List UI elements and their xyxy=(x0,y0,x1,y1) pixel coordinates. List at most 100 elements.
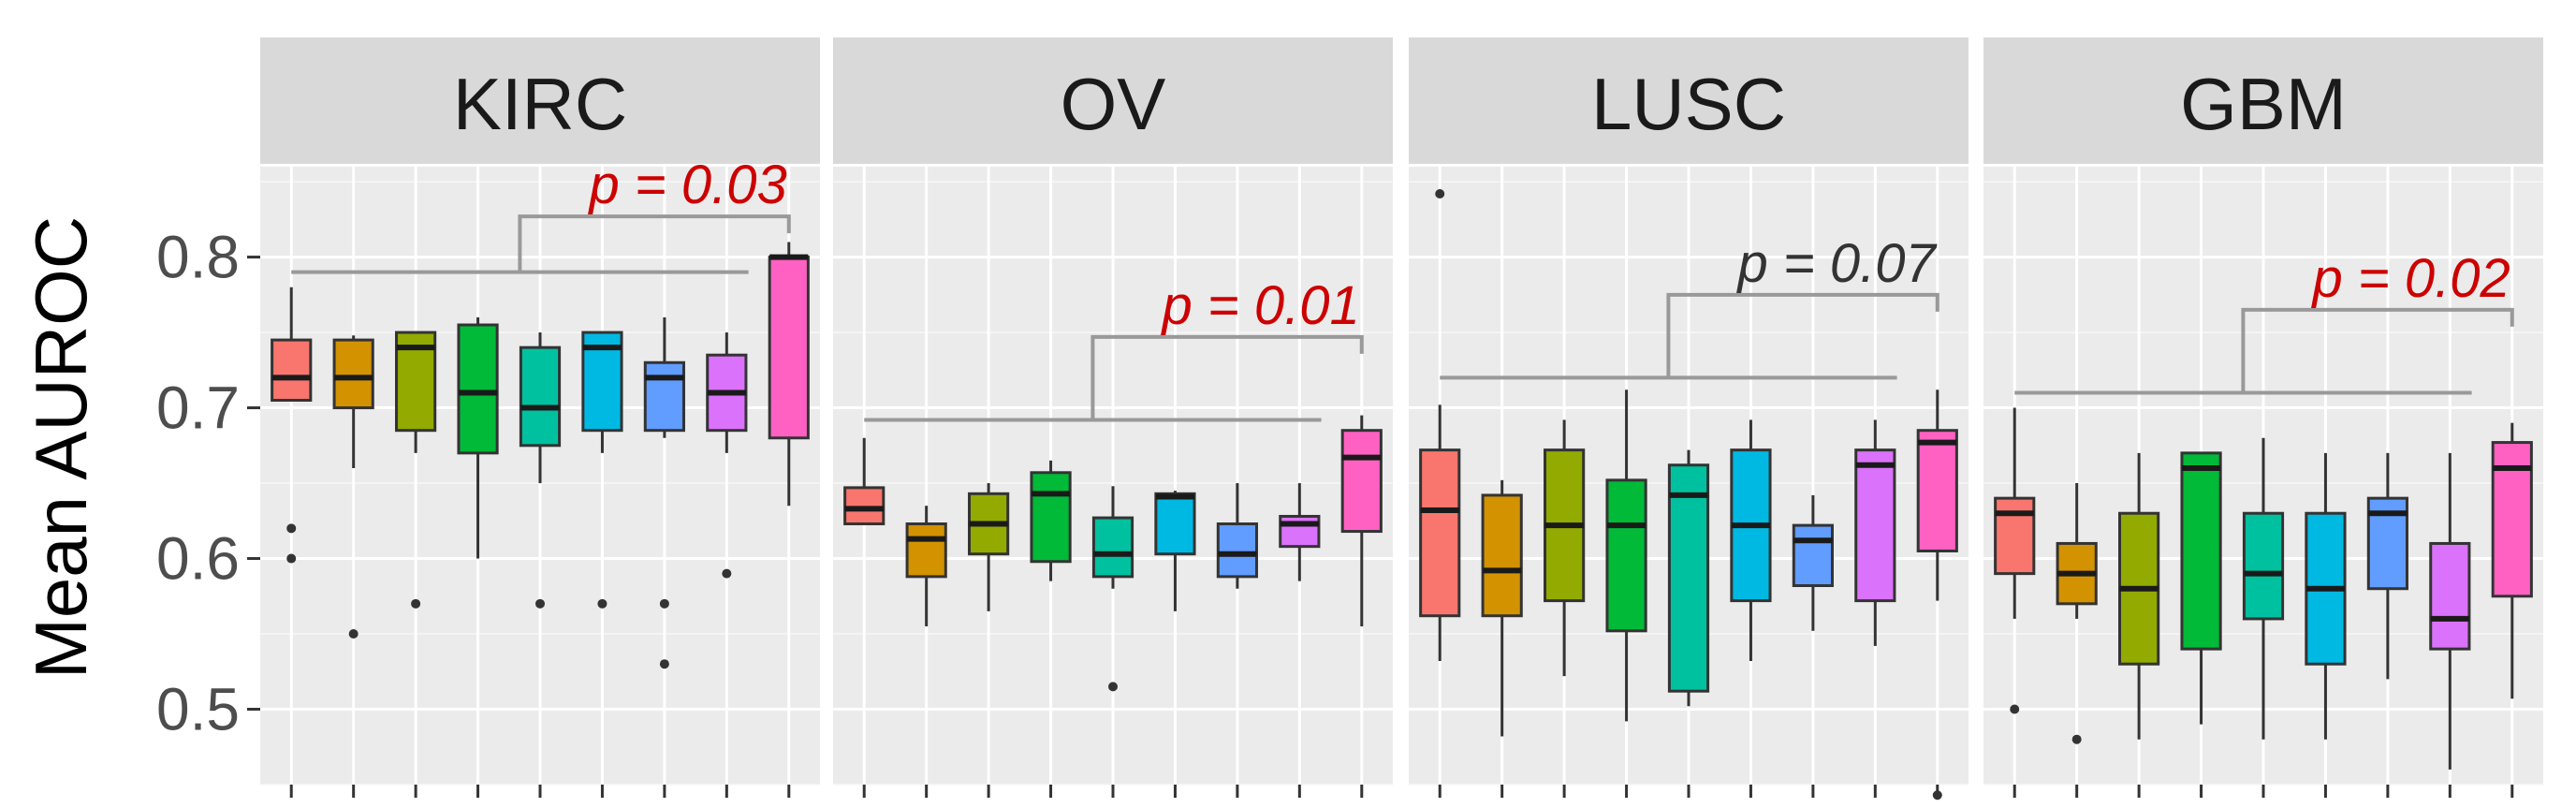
significance-bracket xyxy=(2014,307,2514,395)
boxplot-9 xyxy=(1340,415,1383,626)
y-tick-label: 0.8 xyxy=(156,224,240,291)
box-iqr xyxy=(1605,478,1647,633)
boxplot-7 xyxy=(2366,452,2408,680)
facet-strip xyxy=(1409,37,1969,164)
box-iqr xyxy=(1854,448,1896,603)
boxplot-1 xyxy=(1419,188,1461,661)
p-value-label: p = 0.07 xyxy=(1736,233,1939,294)
box-iqr xyxy=(1481,493,1523,618)
outlier-point xyxy=(2071,734,2082,744)
boxplot-7 xyxy=(1216,483,1258,589)
box-iqr xyxy=(2429,541,2471,651)
box-iqr xyxy=(1154,492,1196,556)
boxplot-1 xyxy=(1994,407,2036,714)
y-axis-label: Mean AUROC xyxy=(20,216,102,679)
boxplot-8 xyxy=(2429,452,2471,770)
boxplot-2 xyxy=(905,506,947,626)
boxplot-8 xyxy=(706,332,748,579)
outlier-point xyxy=(659,659,669,669)
boxplot-7 xyxy=(1792,494,1834,631)
facet-strip-label: GBM xyxy=(2180,63,2347,145)
p-value-label: p = 0.02 xyxy=(2311,248,2510,309)
outlier-point xyxy=(411,598,421,609)
significance-bracket xyxy=(864,334,1364,422)
box-iqr xyxy=(457,323,499,455)
box-iqr xyxy=(643,360,685,433)
facet-panel: KIRC p = 0.03 xyxy=(260,37,820,798)
outlier-point xyxy=(535,598,545,609)
facet-strip xyxy=(833,37,1393,164)
box-iqr xyxy=(1916,429,1958,552)
outlier-point xyxy=(1435,188,1445,198)
boxplot-3 xyxy=(1544,419,1586,677)
box-iqr xyxy=(1216,522,1258,579)
y-axis: 0.5 0.6 0.7 0.8 xyxy=(156,224,260,743)
facet-panel: GBM p = 0.02 xyxy=(1983,37,2543,798)
boxplot-4 xyxy=(2180,451,2222,725)
boxplot-4 xyxy=(457,316,499,559)
boxplot-2 xyxy=(332,335,374,639)
boxplot-5 xyxy=(1667,449,1710,707)
boxplot-6 xyxy=(581,331,623,609)
facet-strip xyxy=(260,37,820,164)
outlier-point xyxy=(286,523,297,534)
facet-strip-label: OV xyxy=(1061,63,1166,145)
box-iqr xyxy=(768,256,810,440)
outlier-point xyxy=(597,598,607,609)
y-tick-label: 0.6 xyxy=(156,525,240,593)
boxplot-2 xyxy=(1481,479,1523,737)
boxplot-9 xyxy=(1916,389,1958,801)
y-tick-label: 0.5 xyxy=(156,676,240,743)
significance-bracket xyxy=(1440,292,1939,380)
outlier-point xyxy=(1932,790,1942,801)
outlier-point xyxy=(1108,682,1118,692)
box-iqr xyxy=(1667,463,1710,693)
p-value-label: p = 0.03 xyxy=(588,154,787,215)
box-iqr xyxy=(519,345,562,448)
box-iqr xyxy=(1279,514,1321,549)
box-iqr xyxy=(271,338,313,403)
boxplot-3 xyxy=(395,331,437,609)
significance-bracket xyxy=(291,214,791,274)
facet-strip-label: KIRC xyxy=(453,63,627,145)
outlier-point xyxy=(286,553,297,564)
boxplot-5 xyxy=(2242,437,2285,740)
outlier-point xyxy=(722,568,732,579)
boxplot-3 xyxy=(2118,452,2160,740)
box-iqr xyxy=(1030,471,1072,564)
boxplot-5 xyxy=(1091,486,1134,692)
boxplot-9 xyxy=(2491,422,2533,699)
boxplot-7 xyxy=(643,316,685,669)
facet-strip-label: LUSC xyxy=(1591,63,1786,145)
boxplot-6 xyxy=(2305,452,2347,740)
y-tick-label: 0.7 xyxy=(156,375,240,442)
boxplot-1 xyxy=(843,437,886,526)
boxplot-5 xyxy=(519,332,562,609)
boxplot-3 xyxy=(968,483,1010,611)
box-iqr xyxy=(2180,451,2222,651)
box-iqr xyxy=(1419,448,1461,618)
p-value-label: p = 0.01 xyxy=(1161,275,1360,336)
box-iqr xyxy=(1091,516,1134,579)
facet-panel: LUSC p = 0.07 xyxy=(1409,37,1969,801)
boxplot-4 xyxy=(1030,460,1072,581)
box-iqr xyxy=(1340,429,1383,534)
outlier-point xyxy=(2010,704,2020,714)
boxplot-6 xyxy=(1154,491,1196,611)
box-iqr xyxy=(332,338,374,410)
boxplot-4 xyxy=(1605,389,1647,722)
outlier-point xyxy=(348,629,359,639)
box-iqr xyxy=(2242,511,2285,621)
boxplot-8 xyxy=(1854,419,1896,646)
box-iqr xyxy=(1994,496,2036,576)
boxplot-2 xyxy=(2056,483,2098,744)
facet-panels: KIRC p = 0.03 OV p = 0.01 LUSC p = 0.07 GBM p =… xyxy=(260,37,2543,801)
boxplot-9 xyxy=(768,242,810,507)
facet-strip xyxy=(1983,37,2543,164)
facet-panel: OV p = 0.01 xyxy=(833,37,1393,798)
boxplot-8 xyxy=(1279,483,1321,581)
box-iqr xyxy=(843,486,886,526)
outlier-point xyxy=(659,598,669,609)
box-iqr xyxy=(1792,523,1834,588)
